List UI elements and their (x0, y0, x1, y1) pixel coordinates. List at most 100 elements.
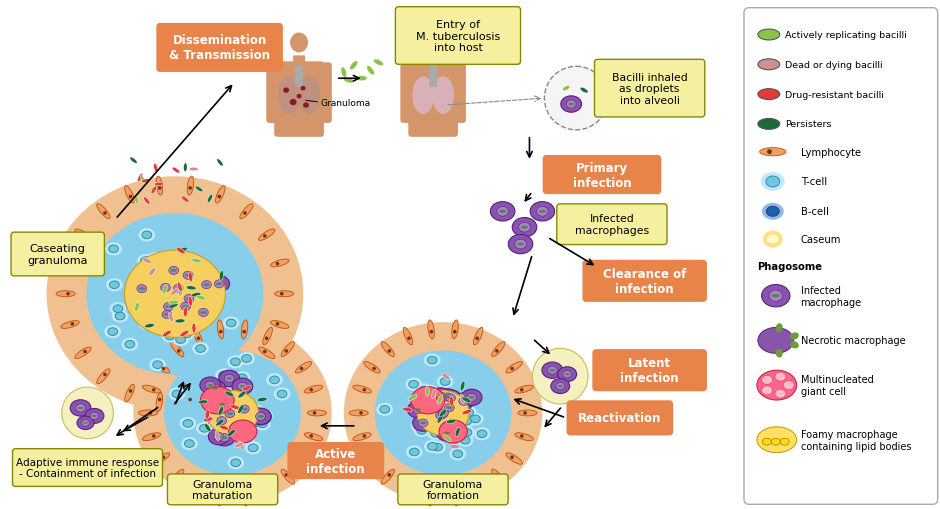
Ellipse shape (506, 362, 523, 373)
Ellipse shape (86, 213, 263, 375)
Circle shape (62, 387, 114, 439)
Ellipse shape (177, 350, 180, 353)
Ellipse shape (783, 381, 794, 390)
Ellipse shape (375, 351, 511, 475)
Ellipse shape (452, 487, 459, 506)
Ellipse shape (376, 403, 393, 416)
Ellipse shape (440, 378, 450, 386)
Ellipse shape (432, 443, 443, 451)
Ellipse shape (219, 418, 236, 432)
Ellipse shape (227, 355, 243, 369)
Ellipse shape (452, 421, 462, 429)
Ellipse shape (406, 445, 423, 459)
Ellipse shape (136, 297, 153, 310)
Ellipse shape (104, 325, 121, 338)
Ellipse shape (110, 302, 126, 316)
Ellipse shape (243, 330, 246, 334)
Ellipse shape (285, 473, 288, 477)
Ellipse shape (196, 296, 206, 300)
Text: Reactivation: Reactivation (578, 412, 662, 425)
Ellipse shape (152, 434, 156, 438)
Ellipse shape (772, 295, 780, 298)
Ellipse shape (183, 282, 193, 290)
Ellipse shape (176, 325, 192, 338)
Ellipse shape (176, 336, 185, 344)
Ellipse shape (162, 291, 179, 303)
Text: Caseum: Caseum (801, 235, 841, 245)
Ellipse shape (183, 420, 193, 428)
Ellipse shape (246, 418, 257, 426)
Ellipse shape (380, 406, 389, 413)
FancyBboxPatch shape (543, 156, 661, 194)
Ellipse shape (168, 387, 185, 401)
Ellipse shape (492, 469, 505, 484)
Ellipse shape (155, 280, 176, 296)
Ellipse shape (228, 420, 257, 443)
Ellipse shape (223, 317, 240, 330)
Ellipse shape (172, 333, 189, 347)
Ellipse shape (168, 280, 189, 297)
Ellipse shape (775, 389, 786, 398)
Ellipse shape (217, 400, 227, 408)
Ellipse shape (263, 350, 267, 354)
Ellipse shape (214, 430, 235, 446)
Ellipse shape (769, 291, 782, 302)
Ellipse shape (193, 328, 202, 345)
Ellipse shape (432, 406, 453, 422)
FancyBboxPatch shape (274, 62, 324, 137)
FancyBboxPatch shape (11, 233, 104, 276)
Ellipse shape (343, 78, 354, 84)
Ellipse shape (134, 302, 139, 312)
Ellipse shape (143, 276, 160, 289)
Ellipse shape (142, 320, 151, 327)
Ellipse shape (179, 328, 189, 336)
Ellipse shape (512, 218, 537, 237)
Ellipse shape (196, 337, 200, 341)
Ellipse shape (413, 415, 433, 432)
Ellipse shape (188, 272, 193, 282)
Ellipse shape (172, 168, 180, 174)
Ellipse shape (212, 425, 228, 438)
Ellipse shape (281, 342, 294, 357)
Ellipse shape (517, 243, 525, 246)
Ellipse shape (188, 187, 192, 190)
Ellipse shape (415, 384, 432, 397)
Ellipse shape (271, 260, 289, 267)
Ellipse shape (775, 373, 786, 381)
Ellipse shape (387, 350, 391, 353)
Ellipse shape (215, 385, 225, 402)
Ellipse shape (283, 88, 290, 94)
Ellipse shape (84, 350, 86, 354)
Ellipse shape (441, 391, 457, 405)
Ellipse shape (311, 64, 331, 74)
Ellipse shape (156, 307, 178, 323)
Ellipse shape (142, 385, 161, 393)
Ellipse shape (178, 268, 198, 284)
Ellipse shape (428, 427, 444, 440)
Ellipse shape (445, 396, 450, 399)
Ellipse shape (424, 34, 442, 53)
Ellipse shape (445, 404, 454, 412)
Ellipse shape (164, 314, 170, 316)
Ellipse shape (451, 397, 468, 410)
Ellipse shape (474, 481, 483, 498)
Ellipse shape (180, 417, 196, 430)
Ellipse shape (105, 243, 122, 256)
Ellipse shape (147, 252, 164, 266)
Ellipse shape (209, 392, 219, 400)
Ellipse shape (243, 212, 246, 215)
Ellipse shape (257, 409, 273, 422)
Ellipse shape (240, 405, 249, 413)
Ellipse shape (170, 342, 184, 357)
Ellipse shape (280, 292, 284, 296)
Ellipse shape (278, 77, 300, 115)
Ellipse shape (344, 323, 542, 504)
Ellipse shape (439, 409, 446, 417)
Ellipse shape (453, 413, 463, 421)
Ellipse shape (193, 304, 213, 321)
Ellipse shape (179, 291, 199, 307)
Ellipse shape (341, 68, 347, 78)
Ellipse shape (492, 342, 505, 357)
Ellipse shape (462, 397, 471, 403)
Ellipse shape (471, 415, 480, 423)
